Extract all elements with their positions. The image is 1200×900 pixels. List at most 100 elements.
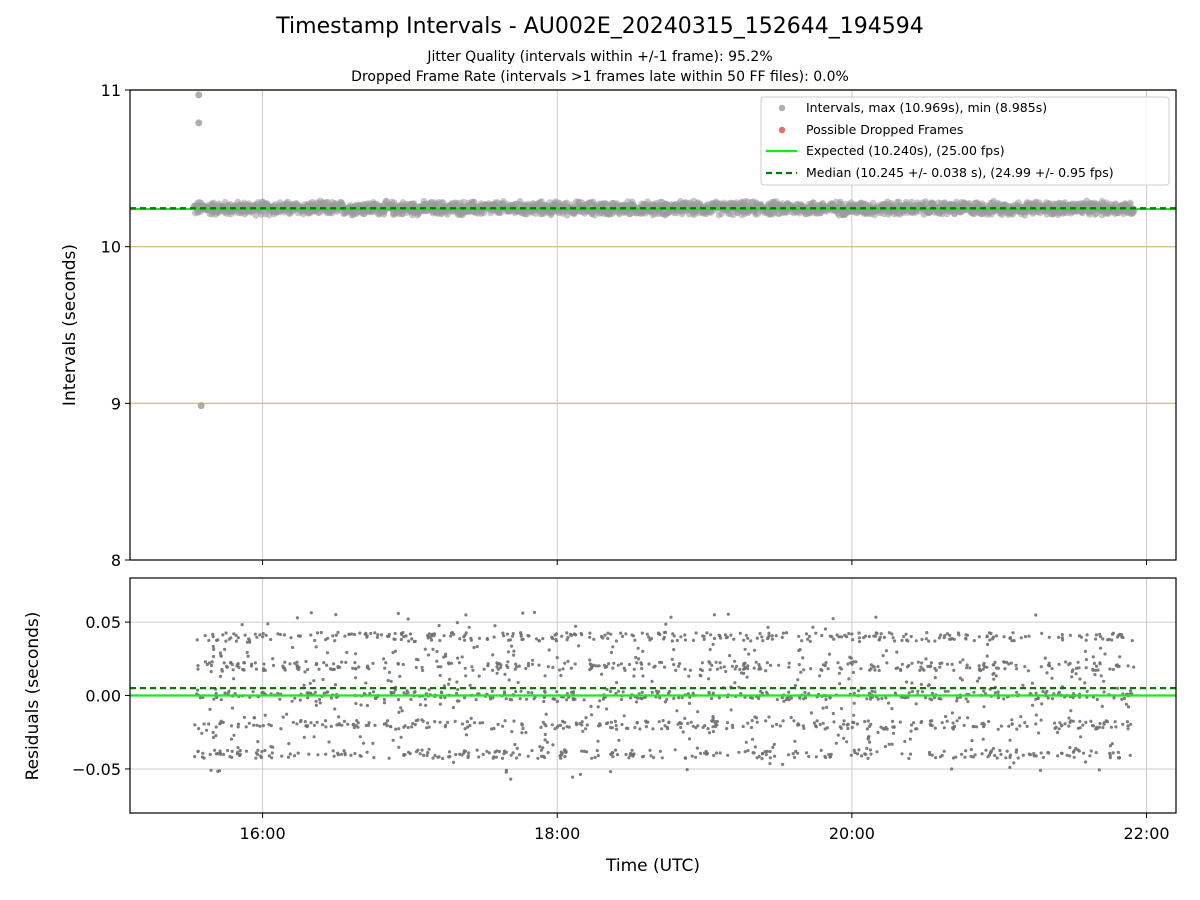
residual-point xyxy=(1026,669,1030,673)
residual-point xyxy=(322,691,326,695)
residual-point xyxy=(566,635,570,639)
residual-point xyxy=(1101,637,1105,641)
residual-point xyxy=(431,647,435,652)
residual-point xyxy=(362,741,366,745)
residual-point xyxy=(1060,723,1064,728)
residual-point xyxy=(987,753,992,757)
residual-point xyxy=(732,637,736,641)
residual-point xyxy=(1079,635,1083,639)
residual-point xyxy=(916,660,920,664)
residual-point xyxy=(738,631,742,635)
residual-point xyxy=(559,750,563,754)
residual-point xyxy=(929,661,934,665)
residual-point xyxy=(1060,633,1064,637)
residual-point xyxy=(495,749,499,753)
residual-point xyxy=(291,645,295,650)
residual-point xyxy=(778,724,782,728)
residual-point xyxy=(744,740,748,744)
residual-point xyxy=(321,723,325,727)
residual-point xyxy=(574,624,578,628)
residual-point xyxy=(524,667,528,671)
residual-point xyxy=(367,667,371,671)
residual-point xyxy=(550,635,554,639)
intervals-expected-median-lines xyxy=(130,207,1176,211)
residual-point xyxy=(571,775,575,779)
residual-point xyxy=(741,724,745,729)
residual-point xyxy=(432,634,436,638)
residual-point xyxy=(590,756,594,760)
residual-point xyxy=(964,636,968,640)
residual-point xyxy=(389,679,393,684)
residual-point xyxy=(465,720,469,724)
residual-point xyxy=(928,722,932,727)
residual-point xyxy=(1014,750,1018,754)
residual-point xyxy=(782,699,786,703)
residual-point xyxy=(1111,751,1115,755)
residual-point xyxy=(909,729,913,733)
residual-point xyxy=(749,639,753,643)
residual-point xyxy=(767,634,771,638)
residual-point xyxy=(193,723,197,727)
residual-point xyxy=(1045,689,1049,694)
residual-point xyxy=(271,657,275,661)
residual-point xyxy=(882,727,886,731)
residual-point xyxy=(224,639,228,643)
residual-point xyxy=(438,638,442,643)
residual-point xyxy=(999,752,1003,757)
residual-point xyxy=(910,723,914,727)
residual-point xyxy=(1004,756,1008,760)
residual-point xyxy=(487,751,491,755)
residual-point xyxy=(511,653,516,657)
residual-point xyxy=(1008,755,1012,760)
residual-point xyxy=(878,635,882,640)
interval-outlier-point xyxy=(197,402,205,410)
residual-point xyxy=(491,696,495,700)
residual-point xyxy=(456,687,460,692)
residual-point xyxy=(468,683,472,688)
residual-point xyxy=(883,744,888,749)
residual-point xyxy=(1085,633,1089,637)
residual-point xyxy=(924,637,928,641)
residual-point xyxy=(464,631,468,635)
residual-point xyxy=(221,633,225,637)
residual-point xyxy=(809,667,813,671)
residual-point xyxy=(675,709,679,713)
residual-point xyxy=(309,633,313,637)
residual-point xyxy=(613,748,618,752)
residual-point xyxy=(701,725,705,730)
residual-point xyxy=(670,657,674,662)
residual-point xyxy=(876,730,880,735)
residual-point xyxy=(1041,755,1045,760)
residual-point xyxy=(447,682,451,686)
residual-point xyxy=(438,720,442,724)
residual-point xyxy=(302,683,306,687)
residual-point xyxy=(435,649,439,654)
residual-point xyxy=(420,748,424,752)
residual-point xyxy=(303,720,307,724)
residual-point xyxy=(244,749,249,753)
residual-point xyxy=(614,727,619,731)
residual-point xyxy=(407,639,411,643)
residual-point xyxy=(402,691,406,695)
residual-point xyxy=(1058,721,1062,725)
residual-point xyxy=(824,697,828,702)
residual-point xyxy=(1100,704,1104,709)
residual-point xyxy=(510,634,515,638)
residual-point xyxy=(1097,768,1101,772)
residual-point xyxy=(876,697,880,701)
residual-point xyxy=(1015,727,1019,731)
residual-point xyxy=(691,638,696,643)
residual-point xyxy=(710,719,714,723)
residual-point xyxy=(733,667,737,671)
residual-point xyxy=(455,680,459,684)
residual-point xyxy=(862,636,866,640)
residual-point xyxy=(1096,668,1100,672)
residual-point xyxy=(334,633,338,637)
residual-point xyxy=(640,666,644,671)
residual-point xyxy=(263,748,267,753)
residual-point xyxy=(622,714,626,718)
residual-point xyxy=(729,708,733,712)
residual-point xyxy=(608,689,613,694)
residual-point xyxy=(1043,656,1047,660)
residual-point xyxy=(365,635,369,639)
